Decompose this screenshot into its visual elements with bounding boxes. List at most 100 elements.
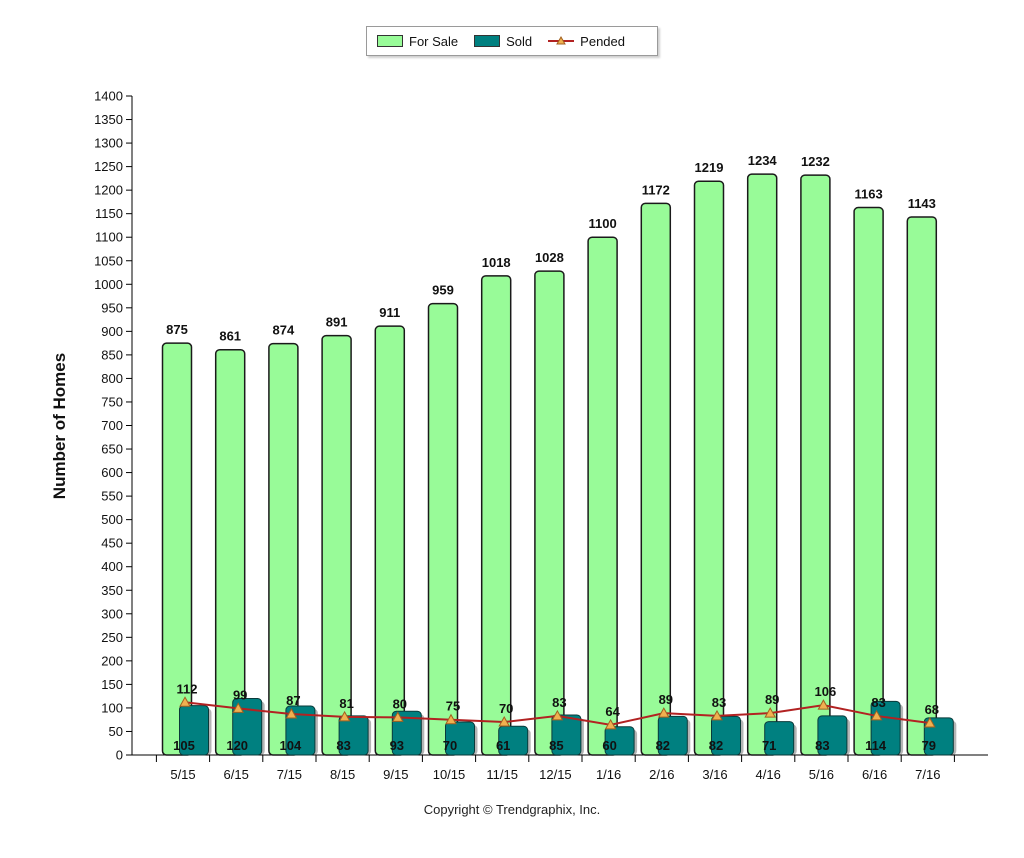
data-label-for-sale: 1234 <box>748 153 778 168</box>
data-label-sold: 85 <box>549 738 563 753</box>
x-tick-label: 8/15 <box>330 767 355 782</box>
x-tick-label: 7/16 <box>915 767 940 782</box>
data-label-pended: 83 <box>712 695 726 710</box>
marker-pended <box>551 709 564 721</box>
marker-pended <box>711 709 723 721</box>
y-tick-label: 700 <box>101 418 123 433</box>
data-label-sold: 83 <box>336 738 350 753</box>
legend-label-for-sale: For Sale <box>409 33 459 49</box>
data-label-for-sale: 1100 <box>588 216 616 231</box>
x-tick-label: 4/16 <box>756 767 781 782</box>
bar-sold <box>498 725 529 756</box>
x-tick-label: 6/15 <box>224 767 249 782</box>
y-tick-label: 1250 <box>94 159 123 174</box>
y-tick-label: 600 <box>101 465 123 480</box>
data-label-pended: 81 <box>339 696 353 711</box>
data-label-pended: 89 <box>765 692 779 707</box>
data-label-sold: 120 <box>226 738 248 753</box>
data-label-for-sale: 911 <box>379 305 400 320</box>
bar-for-sale <box>587 236 618 756</box>
legend-item-for-sale: For Sale <box>377 34 458 49</box>
y-tick-label: 1400 <box>94 89 123 104</box>
bar-for-sale <box>800 174 831 756</box>
marker-pended <box>498 716 511 727</box>
y-tick-label: 850 <box>101 347 123 362</box>
bar-for-sale <box>693 180 725 756</box>
marker-pended <box>657 707 670 718</box>
bar-for-sale <box>534 270 565 756</box>
bar-sold <box>445 721 475 756</box>
data-label-sold: 71 <box>762 738 776 753</box>
data-label-pended: 99 <box>233 687 247 702</box>
data-label-for-sale: 1172 <box>642 182 670 197</box>
data-label-pended: 83 <box>552 695 566 710</box>
bar-for-sale <box>480 275 512 756</box>
data-label-for-sale: 959 <box>432 283 454 298</box>
data-label-pended: 112 <box>177 681 198 696</box>
legend-item-pended: Pended <box>548 34 625 49</box>
y-tick-label: 450 <box>101 536 123 551</box>
bar-for-sale <box>321 334 352 756</box>
bar-for-sale <box>640 202 672 756</box>
marker-pended <box>870 709 883 721</box>
data-label-for-sale: 1163 <box>854 187 882 202</box>
x-tick-label: 11/15 <box>486 767 518 782</box>
legend-swatch-for-sale <box>377 35 403 47</box>
y-tick-label: 0 <box>116 748 123 763</box>
y-axis-label: Number of Homes <box>50 352 69 500</box>
data-label-for-sale: 874 <box>273 323 295 338</box>
data-label-sold: 82 <box>709 738 723 753</box>
data-label-pended: 75 <box>446 699 460 714</box>
copyright-text: Copyright © Trendgraphix, Inc. <box>423 802 601 817</box>
legend: For Sale Sold Pended <box>366 26 658 56</box>
y-tick-label: 400 <box>101 559 123 574</box>
data-label-sold: 104 <box>280 738 302 753</box>
data-label-sold: 105 <box>173 738 195 753</box>
data-label-sold: 61 <box>496 738 510 753</box>
y-tick-label: 550 <box>101 489 123 504</box>
legend-label-pended: Pended <box>580 33 625 49</box>
legend-swatch-pended <box>548 35 575 45</box>
x-tick-label: 10/15 <box>433 767 466 782</box>
marker-pended <box>923 716 936 728</box>
marker-pended <box>604 718 617 730</box>
bar-for-sale <box>374 325 406 756</box>
data-label-for-sale: 1219 <box>695 160 724 175</box>
legend-item-sold: Sold <box>474 34 532 49</box>
data-label-pended: 64 <box>605 704 620 719</box>
data-label-pended: 70 <box>499 701 513 716</box>
bar-for-sale <box>268 342 299 756</box>
bar-sold <box>391 710 422 756</box>
marker-pended <box>445 713 457 725</box>
y-tick-label: 750 <box>101 394 123 409</box>
y-tick-label: 1200 <box>94 183 123 198</box>
marker-pended <box>232 702 245 713</box>
y-tick-label: 200 <box>101 653 123 668</box>
data-label-for-sale: 875 <box>166 322 188 337</box>
data-label-pended: 87 <box>286 693 300 708</box>
bar-for-sale <box>214 348 246 756</box>
bar-for-sale <box>853 206 884 756</box>
bar-sold <box>551 714 582 756</box>
data-label-pended: 89 <box>659 692 673 707</box>
marker-pended <box>391 711 404 722</box>
y-tick-label: 1300 <box>94 136 123 151</box>
y-tick-label: 50 <box>109 724 123 739</box>
data-label-pended: 68 <box>925 702 939 717</box>
marker-pended <box>338 710 351 722</box>
y-tick-label: 900 <box>101 324 123 339</box>
marker-pended <box>285 708 298 719</box>
marker-pended <box>179 696 191 707</box>
bar-for-sale <box>427 302 459 756</box>
data-label-for-sale: 1028 <box>535 250 564 265</box>
y-tick-label: 1050 <box>94 253 123 268</box>
x-tick-label: 1/16 <box>596 767 621 782</box>
bar-sold <box>817 715 848 756</box>
bar-sold <box>657 715 688 756</box>
bar-sold <box>179 705 209 756</box>
x-tick-label: 5/16 <box>809 767 834 782</box>
y-tick-label: 1100 <box>95 230 123 245</box>
y-tick-label: 150 <box>101 677 123 692</box>
data-label-pended: 83 <box>871 695 885 710</box>
